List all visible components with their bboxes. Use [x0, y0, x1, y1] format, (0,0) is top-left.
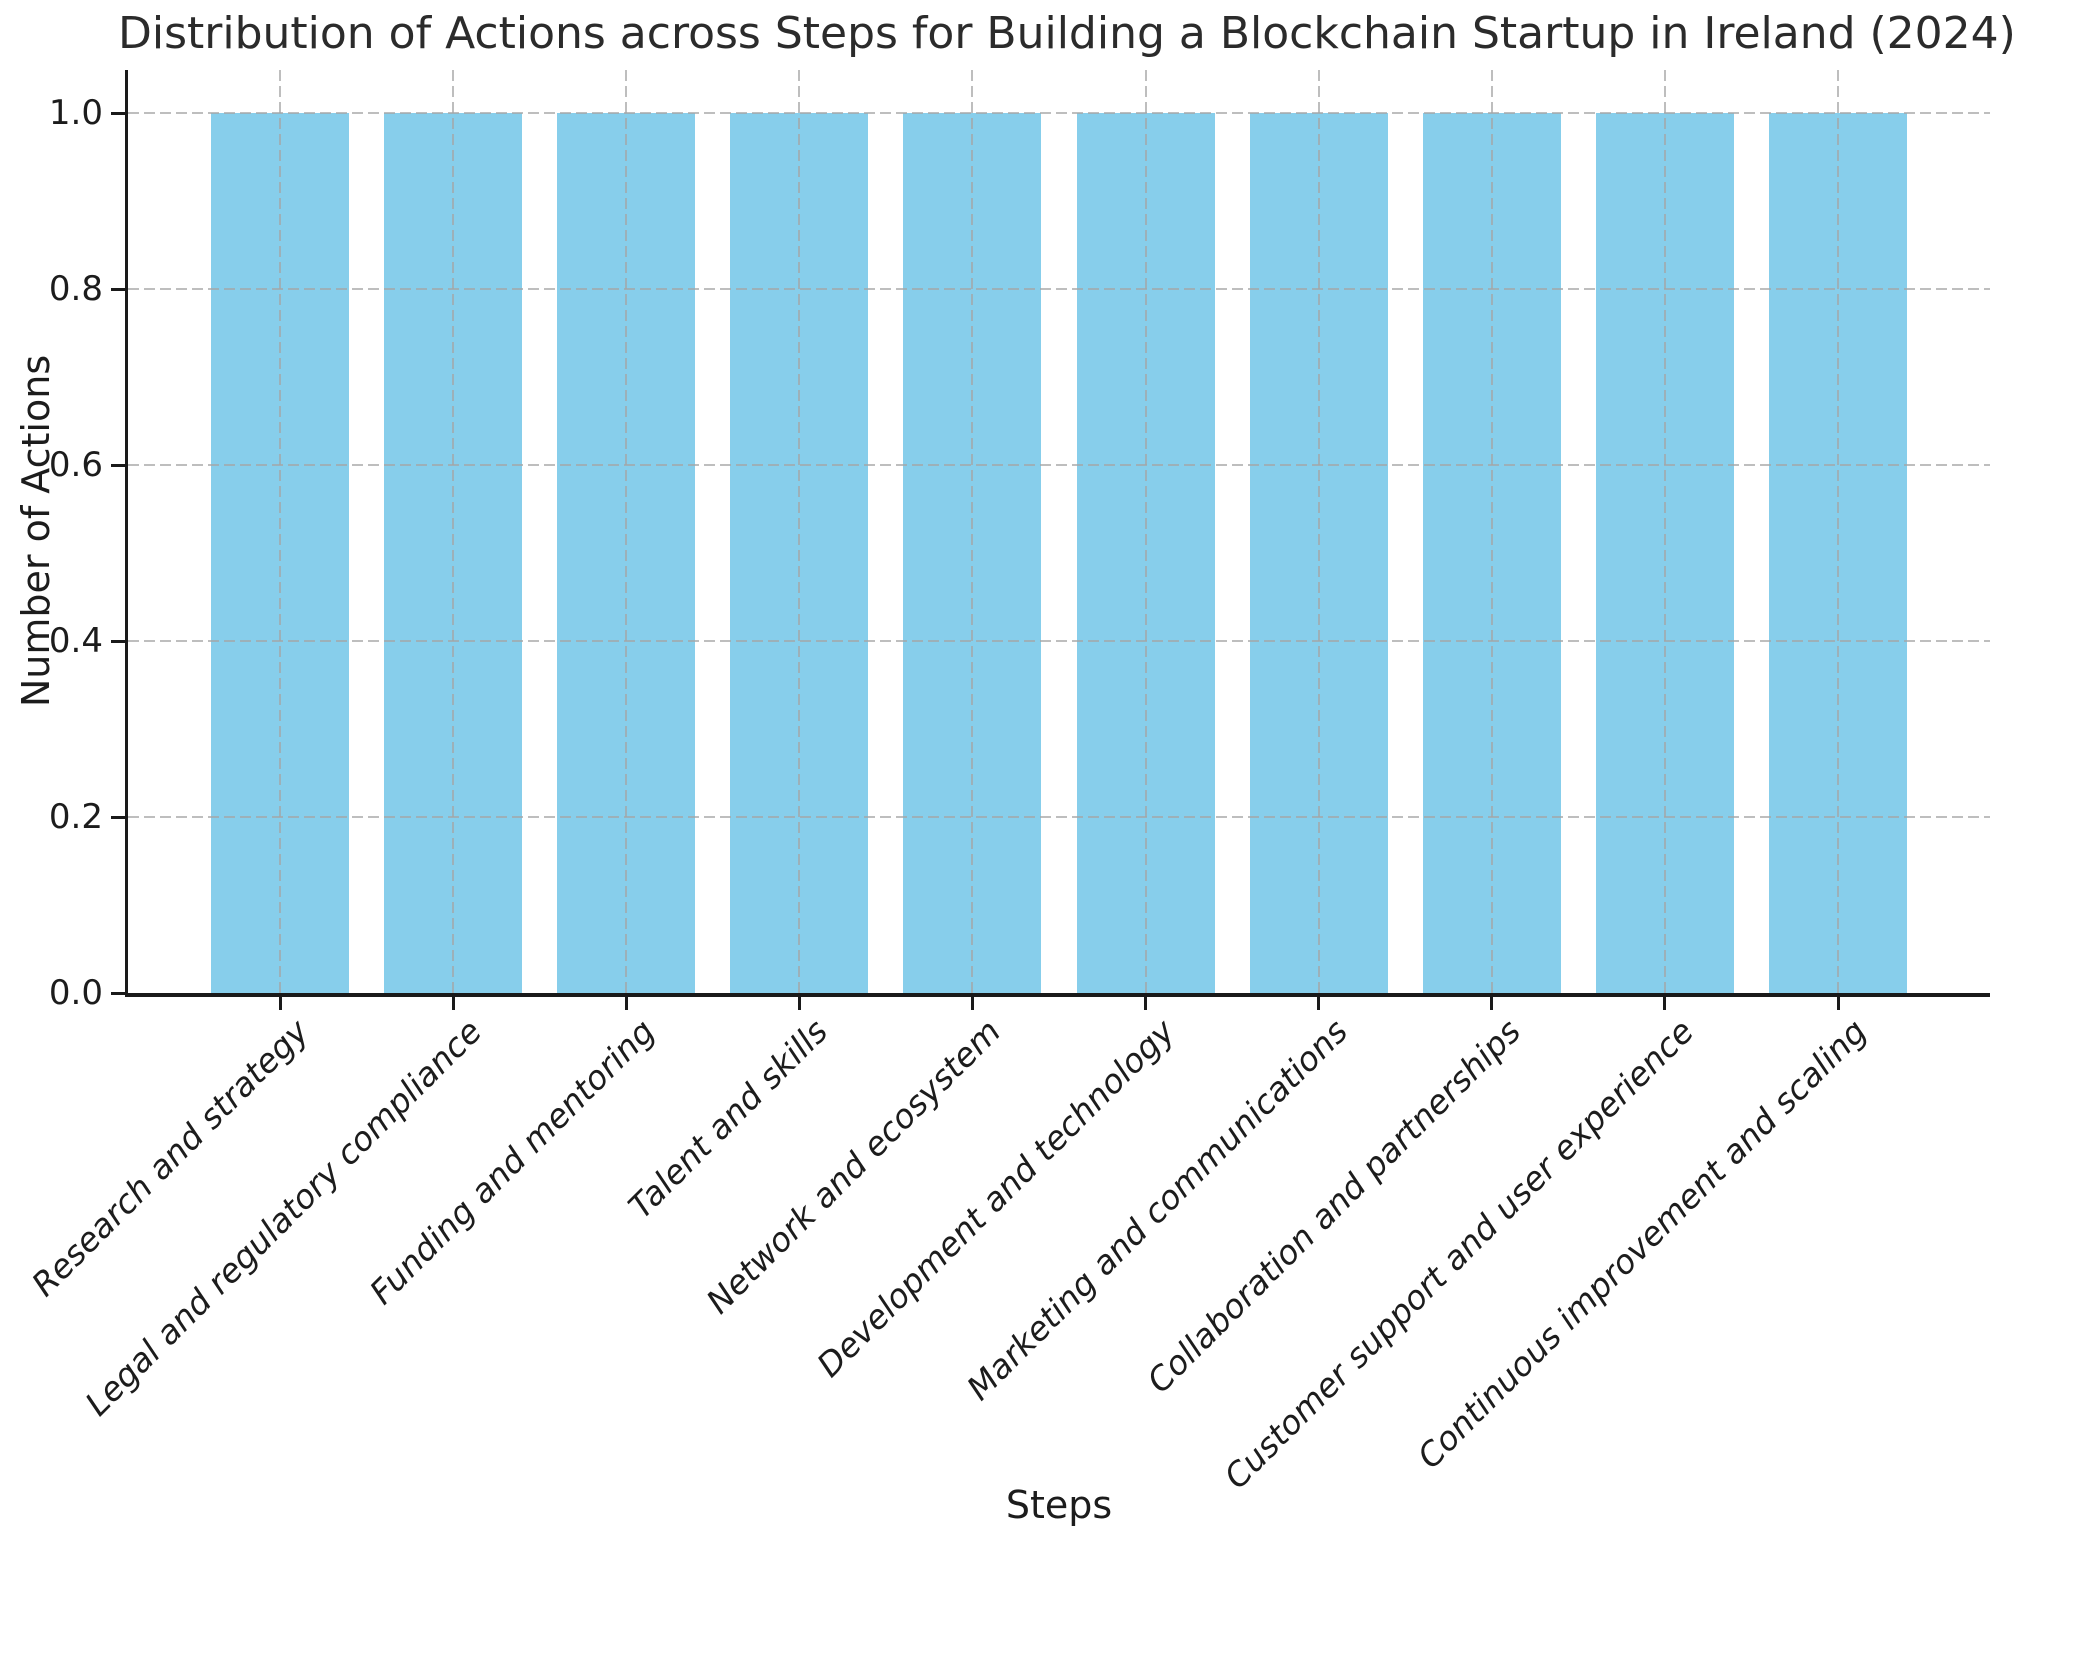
grid-line-horizontal: [128, 464, 1990, 466]
grid-line-vertical: [1837, 70, 1839, 993]
plot-area: Research and strategy Legal and regulator…: [24, 70, 1990, 1496]
grid-line-vertical: [452, 70, 455, 993]
x-tick-label: Customer support and user experience: [1216, 1011, 1702, 1497]
chart-title: Distribution of Actions across Steps for…: [118, 8, 2016, 59]
grid-line-horizontal: [128, 816, 1990, 818]
y-axis-spine: [125, 70, 128, 997]
x-axis-title: Steps: [1005, 1483, 1113, 1527]
x-tick-label: Funding and mentoring: [362, 1011, 663, 1312]
y-tick-label: 1.0: [48, 93, 103, 133]
x-tick-label: Network and ecosystem: [699, 1011, 1009, 1322]
x-tick-label: Talent and skills: [621, 1011, 836, 1227]
grid-line-horizontal: [128, 288, 1990, 290]
y-tick-label: 0.2: [48, 797, 103, 837]
y-tick-label: 0.6: [48, 445, 103, 485]
x-tick-mark: [1490, 995, 1494, 1010]
x-tick-mark: [797, 995, 801, 1010]
x-tick-mark: [1836, 995, 1840, 1010]
x-axis-spine: [125, 993, 1990, 997]
x-tick-label: Continuous improvement and scaling: [1409, 1011, 1875, 1477]
grid-line-vertical: [1663, 70, 1666, 993]
x-tick-label: Collaboration and partnerships: [1139, 1011, 1528, 1401]
y-tick-mark: [111, 287, 126, 291]
grid-line-horizontal: [128, 112, 1990, 114]
grid-line-vertical: [971, 70, 974, 993]
x-tick-mark: [970, 995, 974, 1010]
x-tick-mark: [624, 995, 628, 1010]
y-tick-mark: [111, 991, 126, 995]
grid-line-horizontal: [128, 640, 1990, 642]
y-tick-mark: [111, 815, 126, 819]
grid-line-vertical: [1144, 70, 1147, 993]
x-tick-label: Marketing and communications: [958, 1011, 1355, 1408]
grid-line-vertical: [625, 70, 628, 993]
y-axis-title: Number of Actions: [14, 354, 58, 708]
grid-line-vertical: [279, 70, 281, 993]
x-tick-mark: [1317, 995, 1321, 1010]
y-tick-mark: [111, 111, 126, 115]
grid-line-vertical: [1490, 70, 1493, 993]
x-tick-mark: [1663, 995, 1667, 1010]
grid-line-vertical: [798, 70, 801, 993]
y-tick-label: 0.4: [48, 621, 103, 661]
x-tick-label: Development and technology: [808, 1011, 1182, 1385]
y-tick-label: 0.0: [48, 973, 103, 1013]
x-tick-mark: [1144, 995, 1148, 1010]
x-tick-mark: [278, 995, 282, 1010]
bar-chart: Distribution of Actions across Steps for…: [14, 8, 2016, 1527]
y-tick-mark: [111, 639, 126, 643]
y-tick-mark: [111, 463, 126, 467]
grid-line-vertical: [1317, 70, 1320, 993]
y-tick-label: 0.8: [48, 269, 103, 309]
x-tick-mark: [451, 995, 455, 1010]
